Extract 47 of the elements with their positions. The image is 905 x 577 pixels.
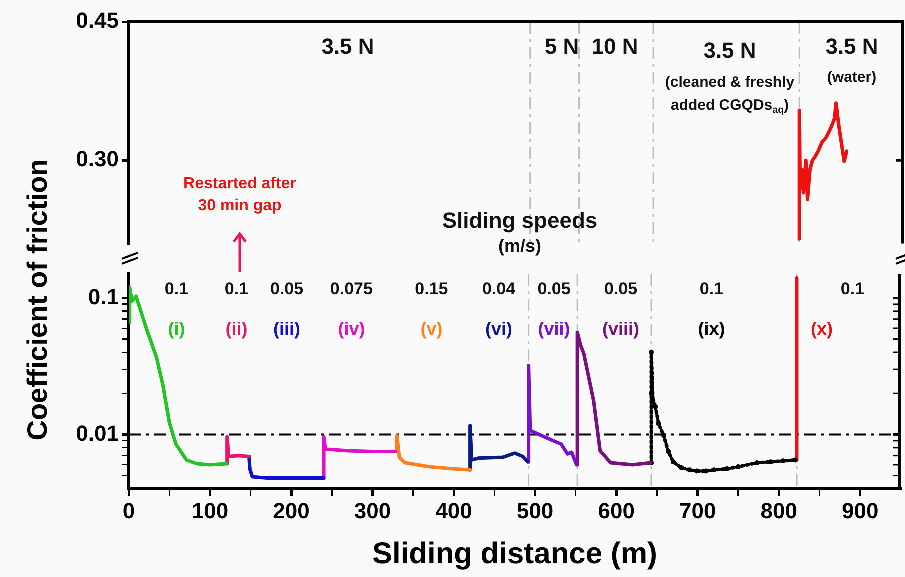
y-axis-title: Coefficient of friction [22, 159, 54, 441]
text: (v) [420, 319, 443, 340]
annotation: 0.1 [840, 280, 865, 299]
x-tick-label: 100 [192, 498, 229, 524]
annotation: 0.1 [700, 280, 724, 299]
annotation: 0.075 [330, 280, 373, 299]
series-label: (x) [811, 319, 834, 340]
annotation: 5 N [544, 34, 580, 60]
annotation: 0.15 [415, 280, 448, 299]
annotation: 30 min gap [198, 197, 282, 214]
y-tick-label: 0.1 [88, 284, 119, 310]
annotation: (water) [827, 69, 877, 86]
x-tick-label: 300 [354, 498, 392, 524]
text: (ix) [698, 319, 726, 340]
x-tick-label: 200 [273, 498, 310, 524]
text: (ii) [226, 319, 248, 340]
annotation: 0.05 [538, 280, 571, 299]
annotation: 3.5 N [826, 34, 878, 60]
x-tick-label: 600 [598, 498, 635, 524]
series-label: (viii) [602, 319, 640, 340]
x-tick-label: 0 [122, 498, 136, 524]
x-tick-label: 800 [760, 498, 798, 524]
x-tick-label: 700 [679, 498, 716, 524]
annotation: 0.05 [604, 280, 638, 299]
annotation: 3.5 N [704, 38, 756, 64]
annotation: 3.5 N [322, 34, 374, 60]
text: (iii) [274, 319, 301, 340]
annotation: 0.05 [270, 280, 304, 299]
x-axis-title: Sliding distance (m) [372, 537, 658, 570]
series-label: (vii) [538, 319, 570, 340]
annotation: Sliding speeds [442, 208, 598, 234]
annotation: (cleaned & freshly [665, 74, 796, 92]
x-tick-label: 500 [516, 498, 554, 524]
y-tick-label: 0.45 [76, 8, 119, 34]
x-tick-label: 400 [436, 498, 472, 524]
text: (vi) [486, 319, 513, 340]
y-tick-label: 0.01 [76, 420, 119, 446]
annotation: 0.1 [164, 280, 189, 299]
annotation: (m/s) [498, 236, 542, 256]
text: (iv) [338, 319, 366, 340]
annotation: Restarted after [184, 175, 296, 192]
annotation: 0.04 [482, 280, 516, 299]
series-label: (i) [168, 319, 186, 340]
x-tick-label: 900 [842, 498, 879, 524]
y-tick-label: 0.30 [76, 146, 119, 172]
annotation: 0.1 [224, 280, 249, 299]
annotation: 10 N [592, 34, 638, 60]
